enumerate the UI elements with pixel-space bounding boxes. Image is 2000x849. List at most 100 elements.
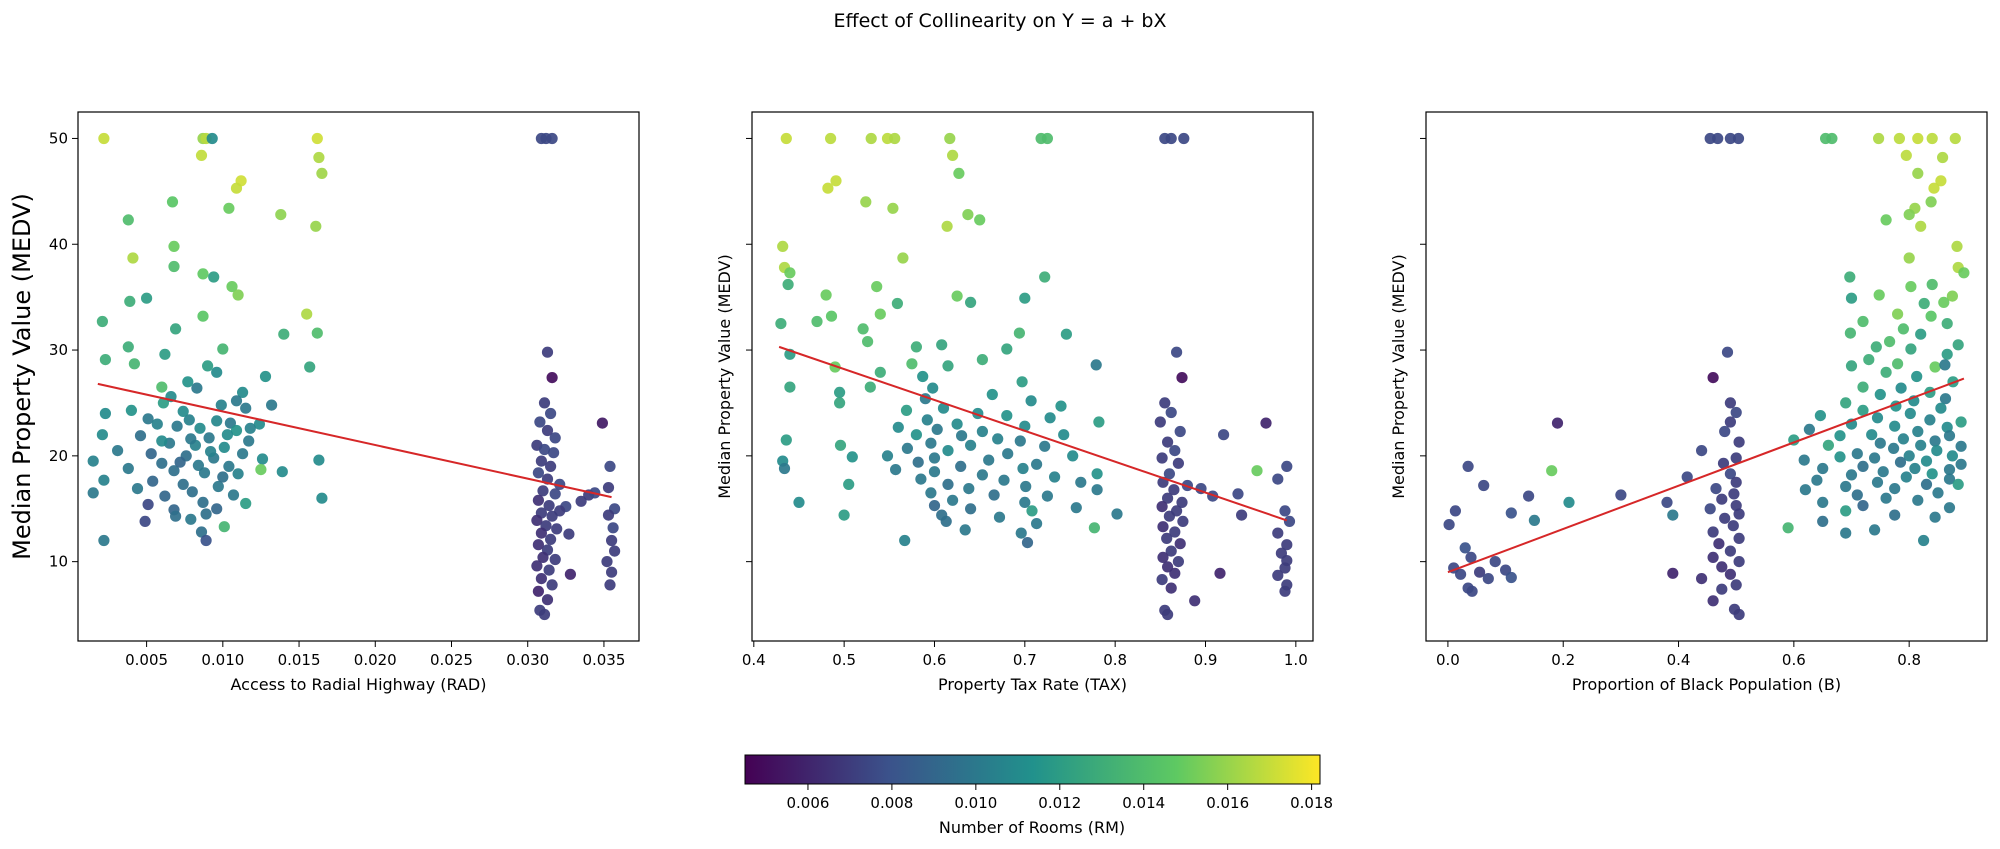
data-point [874, 366, 886, 378]
data-point [953, 167, 965, 179]
data-point [548, 447, 560, 459]
data-point [1178, 132, 1190, 145]
data-point [227, 489, 240, 501]
data-point [963, 483, 975, 495]
data-point [156, 457, 168, 469]
data-point [1932, 487, 1944, 499]
data-point [134, 430, 147, 442]
data-point [1844, 327, 1856, 339]
x-axis-label: Access to Radial Highway (RAD) [231, 675, 487, 694]
regression-line [97, 382, 612, 499]
data-point [171, 420, 183, 432]
data-point [549, 432, 561, 444]
data-point [927, 382, 939, 394]
data-point [1017, 462, 1029, 475]
data-point [1920, 478, 1933, 490]
data-point [1174, 425, 1186, 438]
subplots: 0.005 0.010 0.015 0.020 0.025 0.030 0.035 10 20 3… [8, 111, 1988, 694]
data-point [1025, 395, 1037, 407]
data-point [962, 209, 974, 221]
data-point [1013, 327, 1025, 339]
data-point [1730, 500, 1742, 512]
data-point [1873, 132, 1885, 145]
data-point [602, 482, 615, 494]
data-point [1889, 483, 1901, 495]
data-point [1733, 532, 1745, 545]
data-point [1857, 500, 1869, 512]
data-point [822, 182, 834, 194]
data-point [1937, 151, 1949, 164]
data-point [928, 452, 941, 464]
data-point [1900, 471, 1912, 483]
data-point [1443, 519, 1455, 531]
x-axis-label: Property Tax Rate (TAX) [938, 675, 1127, 694]
data-point [1733, 608, 1745, 621]
data-point [1505, 571, 1517, 584]
data-point [944, 132, 956, 145]
data-point [124, 295, 136, 307]
data-point [1724, 545, 1736, 557]
data-point [1667, 567, 1679, 579]
data-point [195, 526, 208, 538]
data-point [993, 511, 1006, 523]
data-point [1941, 421, 1953, 433]
axes-frame [1425, 111, 1988, 642]
data-point [1157, 521, 1169, 533]
data-point [1905, 343, 1917, 355]
x-tick-label: 0.025 [430, 651, 473, 669]
data-point [811, 315, 823, 328]
data-point [1840, 397, 1852, 409]
data-point [1877, 466, 1889, 478]
data-point [1523, 490, 1535, 502]
data-point [864, 381, 876, 393]
data-point [310, 220, 322, 232]
data-point [1707, 551, 1719, 564]
data-point [1874, 437, 1886, 449]
data-point [1929, 361, 1941, 373]
data-point [1174, 538, 1186, 550]
data-point [1951, 240, 1963, 252]
data-point [1019, 292, 1031, 304]
data-point [1014, 435, 1026, 447]
data-point [237, 448, 249, 460]
data-point [545, 407, 557, 420]
data-point [1895, 382, 1907, 394]
data-point [145, 448, 157, 460]
data-point [1924, 414, 1936, 426]
data-point [1156, 501, 1168, 513]
data-point [988, 489, 1000, 501]
data-point [156, 381, 168, 393]
data-point [1044, 412, 1056, 424]
figure-title: Effect of Collinearity on Y = a + bX [833, 10, 1166, 32]
data-point [1844, 271, 1856, 283]
x-tick-label: 0.6 [923, 651, 947, 669]
data-point [1946, 290, 1958, 302]
data-point [168, 240, 180, 252]
data-point [1912, 425, 1924, 438]
y-tick-label: 50 [49, 129, 68, 147]
data-point [1903, 209, 1915, 221]
data-point [1938, 296, 1950, 308]
data-point [1466, 585, 1478, 597]
data-point [782, 278, 794, 291]
data-point [191, 382, 203, 394]
data-point [230, 424, 243, 437]
data-point [177, 478, 189, 490]
data-point [1528, 514, 1540, 527]
data-point [218, 521, 230, 533]
data-point [177, 405, 189, 417]
data-point [1931, 445, 1943, 457]
data-point [1717, 457, 1730, 469]
data-point [256, 453, 269, 465]
data-point [122, 214, 134, 226]
data-point [1893, 132, 1905, 145]
data-point [1041, 490, 1053, 502]
data-point [200, 534, 212, 547]
data-point [128, 358, 140, 370]
data-point [541, 594, 554, 606]
data-point [891, 297, 904, 310]
data-point [122, 341, 134, 353]
data-point [1090, 359, 1102, 371]
data-point [531, 560, 543, 572]
data-point [1176, 496, 1188, 508]
